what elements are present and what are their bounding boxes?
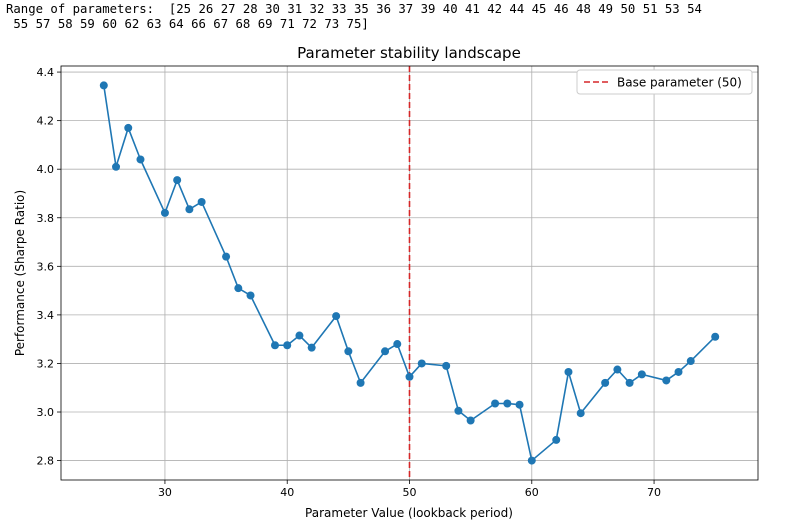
y-tick-label: 4.2 (37, 115, 55, 128)
data-point (637, 370, 646, 379)
data-point (295, 331, 304, 340)
x-tick-label: 70 (647, 486, 661, 499)
y-tick-label: 3.8 (37, 212, 55, 225)
legend: Base parameter (50) (576, 69, 753, 95)
y-tick-label: 3.2 (37, 357, 55, 370)
data-point (552, 435, 561, 444)
tick-layer: 30 40 50 60 70 2.8 3.0 3.2 3.4 3.6 3.8 4.0 4.2 4.4 (37, 66, 662, 499)
data-point (173, 176, 182, 185)
x-tick-label: 50 (403, 486, 417, 499)
data-point (613, 365, 622, 374)
data-point (222, 252, 231, 261)
data-point (381, 347, 390, 356)
data-point (307, 343, 316, 352)
y-axis-label: Performance (Sharpe Ratio) (13, 190, 27, 356)
data-point (124, 123, 133, 132)
legend-label: Base parameter (50) (617, 76, 742, 90)
data-point (625, 378, 634, 387)
data-point (270, 341, 279, 350)
data-point (197, 197, 206, 206)
y-tick-label: 4.4 (37, 66, 55, 79)
data-point (527, 456, 536, 465)
data-point (417, 359, 426, 368)
y-tick-label: 3.4 (37, 309, 55, 322)
data-point (332, 312, 341, 321)
data-point (442, 361, 451, 370)
series-line (103, 85, 716, 462)
data-point (234, 284, 243, 293)
data-point (112, 162, 121, 171)
data-point (99, 81, 108, 90)
data-point (344, 347, 353, 356)
data-point (711, 332, 720, 341)
data-point (674, 367, 683, 376)
series-line-layer (103, 85, 716, 462)
data-point (686, 357, 695, 366)
data-point (136, 155, 145, 164)
console-line-1: Range of parameters: [25 26 27 28 30 31 … (6, 2, 702, 16)
x-tick-label: 40 (280, 486, 294, 499)
y-tick-label: 3.0 (37, 406, 55, 419)
data-point (576, 409, 585, 418)
data-point (601, 378, 610, 387)
y-tick-label: 3.6 (37, 260, 55, 273)
data-point (356, 378, 365, 387)
data-point (246, 291, 255, 300)
data-point (662, 376, 671, 385)
data-point (393, 340, 402, 349)
x-tick-label: 30 (158, 486, 172, 499)
data-point (283, 341, 292, 350)
data-point (185, 205, 194, 214)
series-point-layer (99, 81, 720, 465)
data-point (454, 406, 463, 415)
data-point (466, 416, 475, 425)
data-point (515, 400, 524, 409)
legend-box (576, 69, 753, 95)
x-axis-label: Parameter Value (lookback period) (305, 506, 513, 520)
console-output: Range of parameters: [25 26 27 28 30 31 … (6, 2, 702, 32)
data-point (405, 372, 414, 381)
data-point (564, 367, 573, 376)
data-point (491, 399, 500, 408)
console-line-2: 55 57 58 59 60 62 63 64 66 67 68 69 71 7… (6, 17, 369, 31)
chart-title: Parameter stability landscape (297, 44, 521, 62)
data-point (503, 399, 512, 408)
y-tick-label: 4.0 (37, 163, 55, 176)
data-point (160, 208, 169, 217)
x-tick-label: 60 (525, 486, 539, 499)
y-tick-label: 2.8 (37, 455, 55, 468)
